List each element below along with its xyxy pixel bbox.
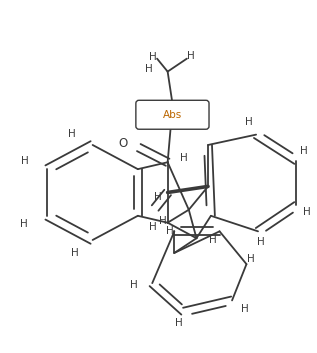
Text: H: H: [209, 235, 217, 245]
Text: H: H: [71, 248, 79, 258]
Text: H: H: [244, 117, 252, 127]
Text: H: H: [180, 153, 188, 163]
Text: H: H: [22, 156, 29, 166]
Text: H: H: [166, 226, 173, 236]
Text: H: H: [20, 220, 27, 229]
Text: H: H: [154, 192, 162, 202]
Text: H: H: [241, 304, 249, 314]
Text: H: H: [145, 64, 152, 74]
Text: H: H: [68, 129, 75, 139]
Text: Abs: Abs: [163, 110, 182, 120]
FancyBboxPatch shape: [136, 100, 209, 129]
Text: H: H: [159, 216, 167, 226]
Text: H: H: [175, 318, 183, 328]
Text: H: H: [149, 222, 157, 232]
Text: O: O: [119, 137, 128, 150]
Text: H: H: [303, 207, 311, 217]
Text: H: H: [187, 51, 195, 61]
Text: H: H: [300, 146, 308, 156]
Text: H: H: [130, 280, 138, 290]
Text: H: H: [257, 237, 265, 247]
Text: H: H: [149, 52, 157, 62]
Text: H: H: [247, 254, 255, 264]
